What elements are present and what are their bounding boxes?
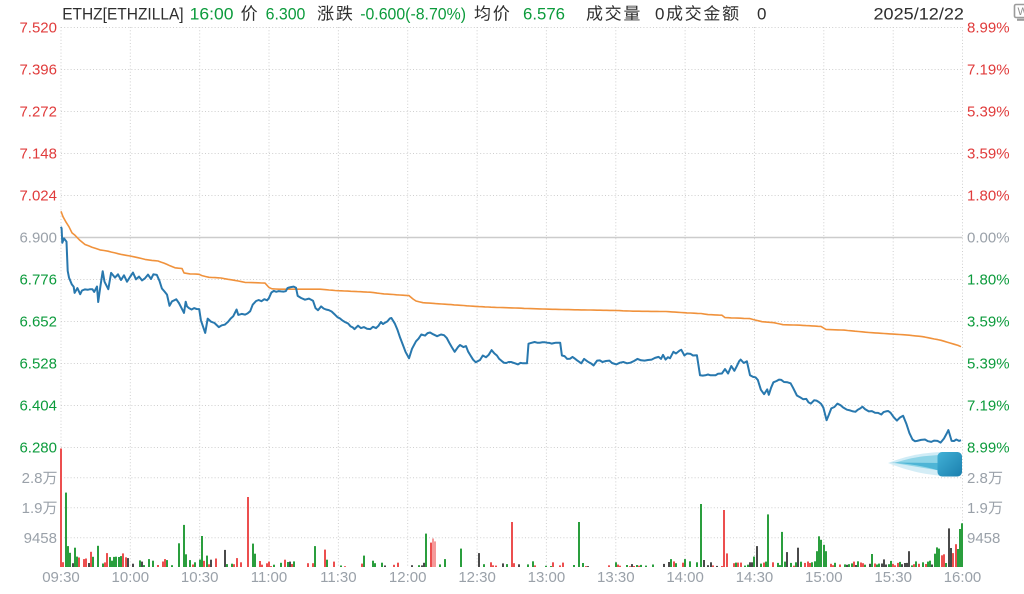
svg-text:5.39%: 5.39%: [967, 355, 1010, 372]
svg-text:7.024: 7.024: [19, 187, 57, 204]
svg-text:ETHZ[ETHZILLA]: ETHZ[ETHZILLA]: [62, 5, 183, 24]
svg-text:0.00%: 0.00%: [967, 229, 1010, 246]
svg-text:15:00: 15:00: [805, 569, 843, 586]
svg-text:3.59%: 3.59%: [967, 313, 1010, 330]
svg-text:6.576: 6.576: [523, 5, 565, 24]
svg-text:6.404: 6.404: [19, 397, 57, 414]
svg-text:9458: 9458: [24, 530, 57, 547]
svg-text:7.272: 7.272: [19, 103, 57, 120]
svg-text:8.99%: 8.99%: [967, 19, 1010, 36]
svg-text:09:30: 09:30: [42, 569, 80, 586]
svg-text:0: 0: [757, 5, 766, 24]
svg-text:7.396: 7.396: [19, 61, 57, 78]
svg-text:7.520: 7.520: [19, 19, 57, 36]
svg-text:6.528: 6.528: [19, 355, 57, 372]
svg-text:14:30: 14:30: [736, 569, 774, 586]
svg-text:16:00: 16:00: [190, 5, 234, 24]
svg-text:7.19%: 7.19%: [967, 397, 1010, 414]
svg-text:3.59%: 3.59%: [967, 145, 1010, 162]
svg-text:9458: 9458: [967, 530, 1000, 547]
svg-text:6.652: 6.652: [19, 313, 57, 330]
svg-text:1.9: 1.9: [22, 500, 43, 517]
svg-text:6.776: 6.776: [19, 271, 57, 288]
svg-text:0: 0: [655, 5, 664, 24]
svg-text:8.99%: 8.99%: [967, 439, 1010, 456]
svg-text:10:30: 10:30: [181, 569, 219, 586]
svg-text:2.8: 2.8: [22, 470, 43, 487]
svg-text:11:30: 11:30: [320, 569, 356, 586]
svg-text:6.280: 6.280: [19, 439, 57, 456]
svg-text:7.148: 7.148: [19, 145, 57, 162]
svg-text:2025/12/22: 2025/12/22: [874, 5, 965, 24]
svg-text:1.9: 1.9: [967, 500, 988, 517]
svg-text:1.80%: 1.80%: [967, 271, 1010, 288]
svg-text:12:00: 12:00: [389, 569, 427, 586]
svg-text:6.900: 6.900: [19, 229, 57, 246]
svg-text:10:00: 10:00: [112, 569, 150, 586]
svg-text:-0.600(-8.70%): -0.600(-8.70%): [360, 5, 466, 24]
svg-text:1.80%: 1.80%: [967, 187, 1010, 204]
svg-text:6.300: 6.300: [266, 5, 306, 24]
svg-text:14:00: 14:00: [666, 569, 704, 586]
svg-text:15:30: 15:30: [874, 569, 912, 586]
svg-text:13:30: 13:30: [597, 569, 635, 586]
svg-text:2.8: 2.8: [967, 470, 988, 487]
svg-text:12:30: 12:30: [458, 569, 496, 586]
svg-text:16:00: 16:00: [944, 569, 982, 586]
svg-text:7.19%: 7.19%: [967, 61, 1010, 78]
svg-text:W: W: [1018, 6, 1024, 18]
svg-text:5.39%: 5.39%: [967, 103, 1010, 120]
svg-text:13:00: 13:00: [528, 569, 566, 586]
svg-text:11:00: 11:00: [251, 569, 287, 586]
